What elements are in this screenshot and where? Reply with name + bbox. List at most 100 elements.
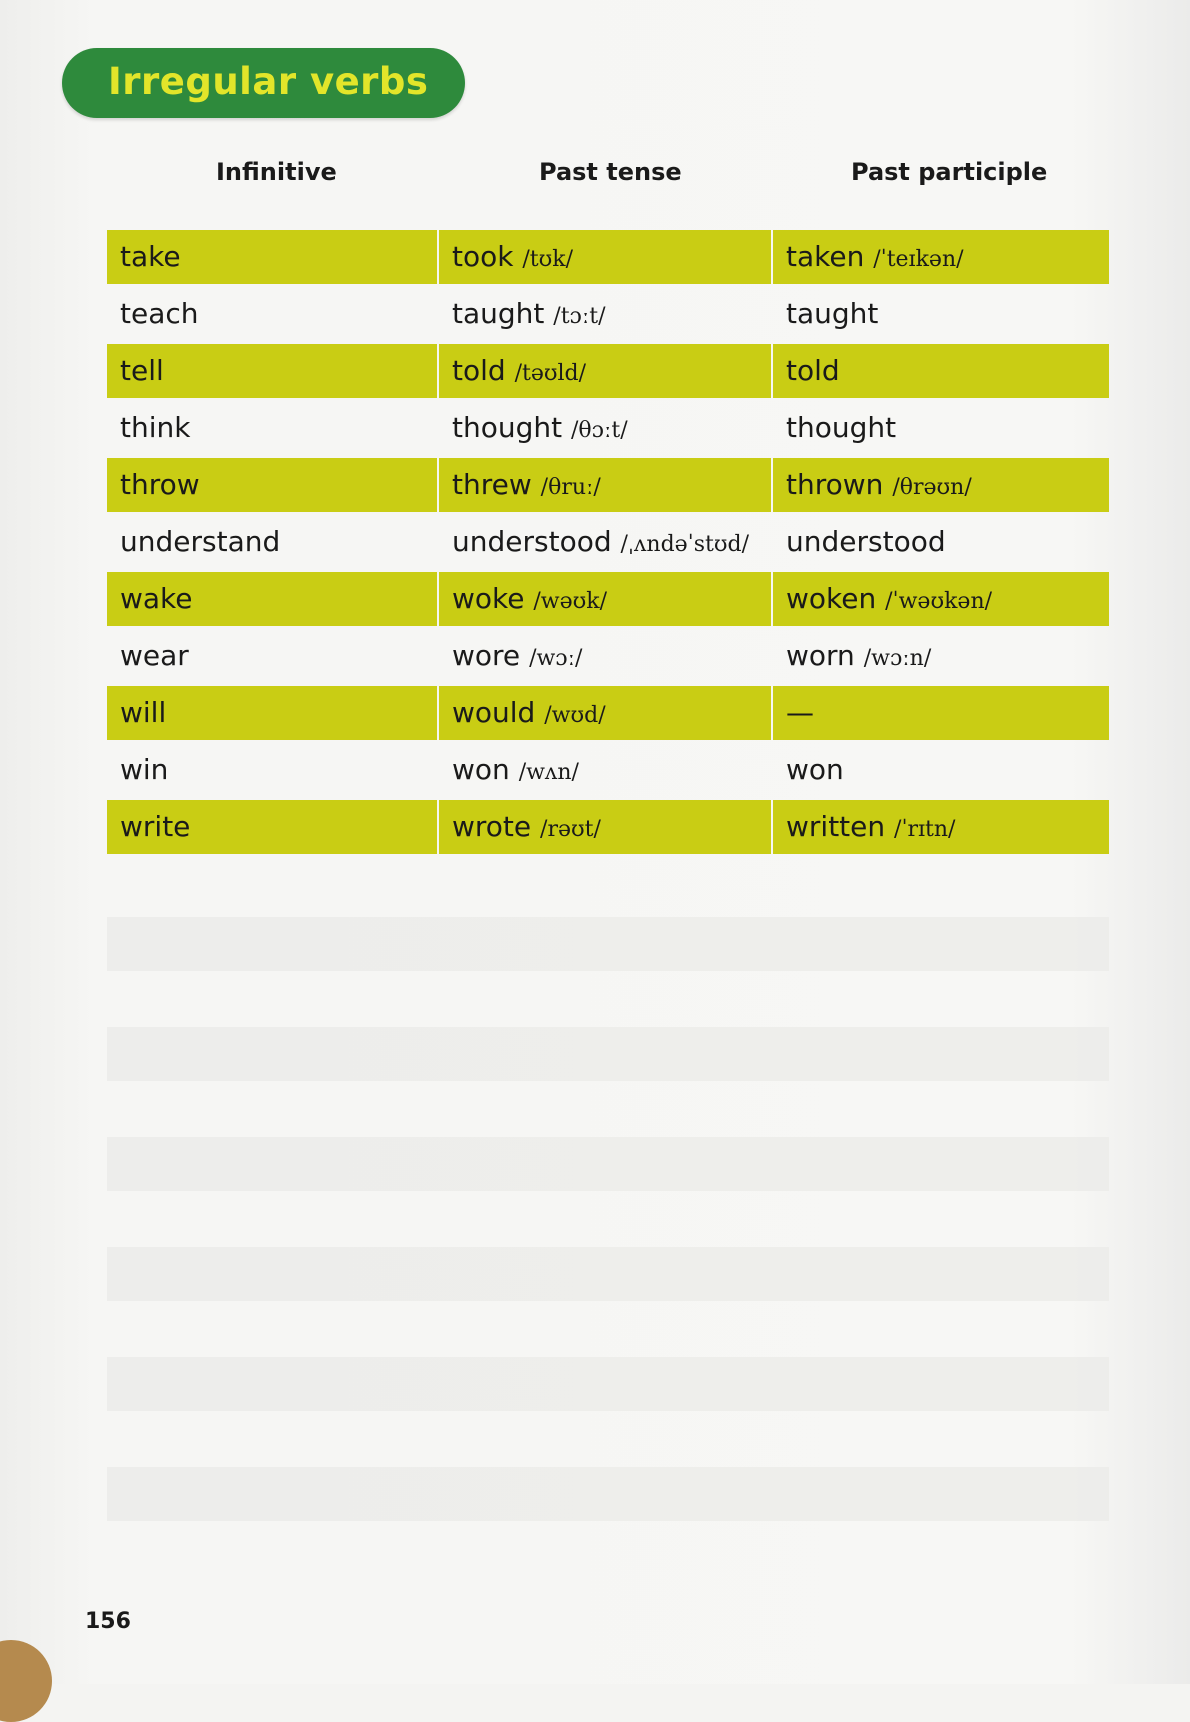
faded-row [107,1137,1109,1191]
table-row: take took /tʊk/taken /ˈteɪkən/ [107,230,1109,287]
infinitive-cell-word: win [120,753,169,786]
past-tense-cell-word: wrote [452,810,532,843]
past-participle-cell: — [773,686,1109,740]
past-tense-cell-pronunciation: /ˌʌndəˈstʊd/ [620,532,749,557]
past-tense-cell: wore /wɔː/ [439,629,771,683]
title-banner: Irregular verbs [62,48,465,118]
past-tense-cell-pronunciation: /wəʊk/ [533,589,608,614]
past-participle-cell-pronunciation: /ˈwəʊkən/ [885,589,993,614]
faded-row [107,1027,1109,1081]
infinitive-cell: write [107,800,437,854]
past-participle-cell-word: thought [786,411,897,444]
past-tense-cell: taught /tɔːt/ [439,287,771,341]
past-tense-cell-pronunciation: /wʌn/ [518,760,579,785]
infinitive-cell-word: wake [120,582,193,615]
infinitive-cell-word: wear [120,639,189,672]
past-participle-cell: taught [773,287,1109,341]
header-infinitive: Infinitive [216,158,337,186]
past-participle-cell: understood [773,515,1109,569]
infinitive-cell: think [107,401,437,455]
past-tense-cell-word: won [452,753,510,786]
infinitive-cell-word: understand [120,525,281,558]
past-tense-cell-pronunciation: /tʊk/ [522,247,574,272]
past-participle-cell-pronunciation: /ˈrɪtn/ [894,817,956,842]
verb-table: take took /tʊk/taken /ˈteɪkən/teach taught… [107,230,1109,857]
table-row: think thought /θɔːt/thought [107,401,1109,458]
past-tense-cell-pronunciation: /θɔːt/ [571,418,628,443]
page-number: 156 [85,1609,131,1634]
past-tense-cell-word: threw [452,468,532,501]
past-tense-cell-word: wore [452,639,521,672]
past-participle-cell: won [773,743,1109,797]
past-participle-cell-word: written [786,810,886,843]
infinitive-cell: understand [107,515,437,569]
past-tense-cell: took /tʊk/ [439,230,771,284]
infinitive-cell: teach [107,287,437,341]
past-participle-cell-word: taught [786,297,879,330]
past-participle-cell-word: taken [786,240,865,273]
infinitive-cell: tell [107,344,437,398]
infinitive-cell: win [107,743,437,797]
past-participle-cell-word: thrown [786,468,884,501]
infinitive-cell: throw [107,458,437,512]
past-participle-cell-pronunciation: /θrəʊn/ [892,475,972,500]
faded-row [107,917,1109,971]
past-participle-cell: told [773,344,1109,398]
infinitive-cell-word: tell [120,354,164,387]
faded-row [107,1357,1109,1411]
infinitive-cell-word: think [120,411,191,444]
table-row: wake woke /wəʊk/woken /ˈwəʊkən/ [107,572,1109,629]
infinitive-cell: will [107,686,437,740]
faded-row [107,1467,1109,1521]
table-row: win won /wʌn/won [107,743,1109,800]
past-participle-cell: woken /ˈwəʊkən/ [773,572,1109,626]
past-tense-cell-word: woke [452,582,525,615]
table-row: write wrote /rəʊt/written /ˈrɪtn/ [107,800,1109,857]
page-title: Irregular verbs [108,60,429,103]
past-tense-cell: threw /θruː/ [439,458,771,512]
finger-corner [0,1640,52,1722]
table-row: wear wore /wɔː/worn /wɔːn/ [107,629,1109,686]
past-tense-cell-pronunciation: /wʊd/ [544,703,606,728]
infinitive-cell: wake [107,572,437,626]
past-tense-cell-pronunciation: /tɔːt/ [553,304,606,329]
infinitive-cell: wear [107,629,437,683]
infinitive-cell-word: will [120,696,167,729]
past-tense-cell-pronunciation: /rəʊt/ [540,817,601,842]
infinitive-cell-word: write [120,810,191,843]
past-participle-cell-word: won [786,753,844,786]
header-past-tense: Past tense [539,158,682,186]
past-tense-cell-word: understood [452,525,612,558]
infinitive-cell-word: teach [120,297,199,330]
past-tense-cell-pronunciation: /təʊld/ [514,361,587,386]
past-tense-cell-word: taught [452,297,545,330]
past-tense-cell: would /wʊd/ [439,686,771,740]
past-participle-cell: thought [773,401,1109,455]
faded-row [107,1247,1109,1301]
past-tense-cell: understood /ˌʌndəˈstʊd/ [439,515,771,569]
infinitive-cell: take [107,230,437,284]
table-row: tell told /təʊld/told [107,344,1109,401]
past-participle-cell-word: — [786,696,814,729]
past-tense-cell: thought /θɔːt/ [439,401,771,455]
past-tense-cell-word: took [452,240,514,273]
table-row: understand understood /ˌʌndəˈstʊd/underst… [107,515,1109,572]
past-tense-cell: woke /wəʊk/ [439,572,771,626]
past-tense-cell: wrote /rəʊt/ [439,800,771,854]
past-participle-cell-pronunciation: /ˈteɪkən/ [873,247,964,272]
past-tense-cell: won /wʌn/ [439,743,771,797]
past-tense-cell-word: told [452,354,506,387]
past-tense-cell-pronunciation: /wɔː/ [529,646,583,671]
table-row: teach taught /tɔːt/taught [107,287,1109,344]
past-participle-cell: written /ˈrɪtn/ [773,800,1109,854]
past-participle-cell-word: worn [786,639,855,672]
past-tense-cell-pronunciation: /θruː/ [540,475,601,500]
past-tense-cell: told /təʊld/ [439,344,771,398]
past-participle-cell-word: understood [786,525,946,558]
past-participle-cell: taken /ˈteɪkən/ [773,230,1109,284]
past-participle-cell: thrown /θrəʊn/ [773,458,1109,512]
table-row: will would /wʊd/ — [107,686,1109,743]
table-row: throw threw /θruː/thrown /θrəʊn/ [107,458,1109,515]
past-tense-cell-word: thought [452,411,563,444]
